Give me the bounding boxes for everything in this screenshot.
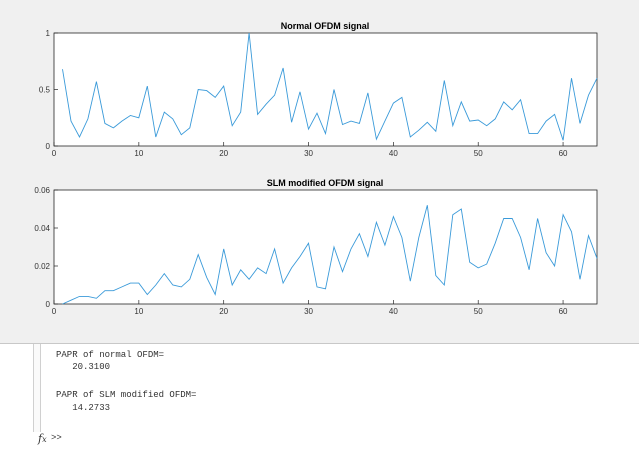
y-tick-label: 1 xyxy=(46,29,51,38)
tick-group: 0 10 20 30 40 50 60 0 0.02 0.04 0.06 xyxy=(34,186,568,316)
plot-area xyxy=(53,32,598,147)
x-tick-label: 40 xyxy=(389,149,398,158)
x-tick-label: 60 xyxy=(559,307,568,316)
command-window-gutter xyxy=(33,344,41,432)
fx-icon[interactable]: fx xyxy=(38,432,47,445)
y-tick-label: 0 xyxy=(46,142,51,151)
figure-window: Normal OFDM signal 0 10 20 30 40 50 60 0 0.5 1 SL… xyxy=(0,0,639,344)
x-tick-label: 0 xyxy=(52,149,57,158)
command-window[interactable]: PAPR of normal OFDM= 20.3100 PAPR of SLM… xyxy=(0,344,639,452)
axes-slm-ofdm[interactable]: SLM modified OFDM signal 0 10 20 30 40 50 6000… xyxy=(34,178,598,316)
output-line: PAPR of SLM modified OFDM= xyxy=(56,390,197,400)
axes-normal-ofdm[interactable]: Normal OFDM signal 0 10 20 30 40 50 60 0 0.5 1 xyxy=(39,21,598,158)
y-tick-label: 0 xyxy=(46,300,51,309)
x-tick-label: 50 xyxy=(474,307,483,316)
plot-area xyxy=(53,189,598,305)
x-tick-label: 10 xyxy=(134,307,143,316)
series-line xyxy=(62,205,598,305)
x-tick-label: 60 xyxy=(559,149,568,158)
command-prompt[interactable]: >> xyxy=(51,433,62,443)
y-tick-label: 0.04 xyxy=(34,224,50,233)
figure-canvas: Normal OFDM signal 0 10 20 30 40 50 60 0 0.5 1 SL… xyxy=(34,21,598,316)
output-line: 14.2733 xyxy=(56,403,111,413)
x-tick-label: 40 xyxy=(389,307,398,316)
y-tick-label: 0.06 xyxy=(34,186,50,195)
series-line-group xyxy=(62,205,598,305)
series-line-group xyxy=(62,32,598,141)
axes-title: Normal OFDM signal xyxy=(281,21,370,31)
x-tick-label: 20 xyxy=(219,149,228,158)
y-tick-label: 0.5 xyxy=(39,86,51,95)
series-line xyxy=(62,32,598,141)
x-tick-label: 30 xyxy=(304,149,313,158)
x-tick-label: 20 xyxy=(219,307,228,316)
axes-title: SLM modified OFDM signal xyxy=(267,178,384,188)
x-tick-label: 10 xyxy=(134,149,143,158)
x-tick-label: 0 xyxy=(52,307,57,316)
output-line: 20.3100 xyxy=(56,362,111,372)
x-tick-label: 30 xyxy=(304,307,313,316)
tick-group: 0 10 20 30 40 50 60 0 0.5 1 xyxy=(39,29,568,158)
x-tick-label: 50 xyxy=(474,149,483,158)
output-line: PAPR of normal OFDM= xyxy=(56,350,165,360)
y-tick-label: 0.02 xyxy=(34,262,50,271)
